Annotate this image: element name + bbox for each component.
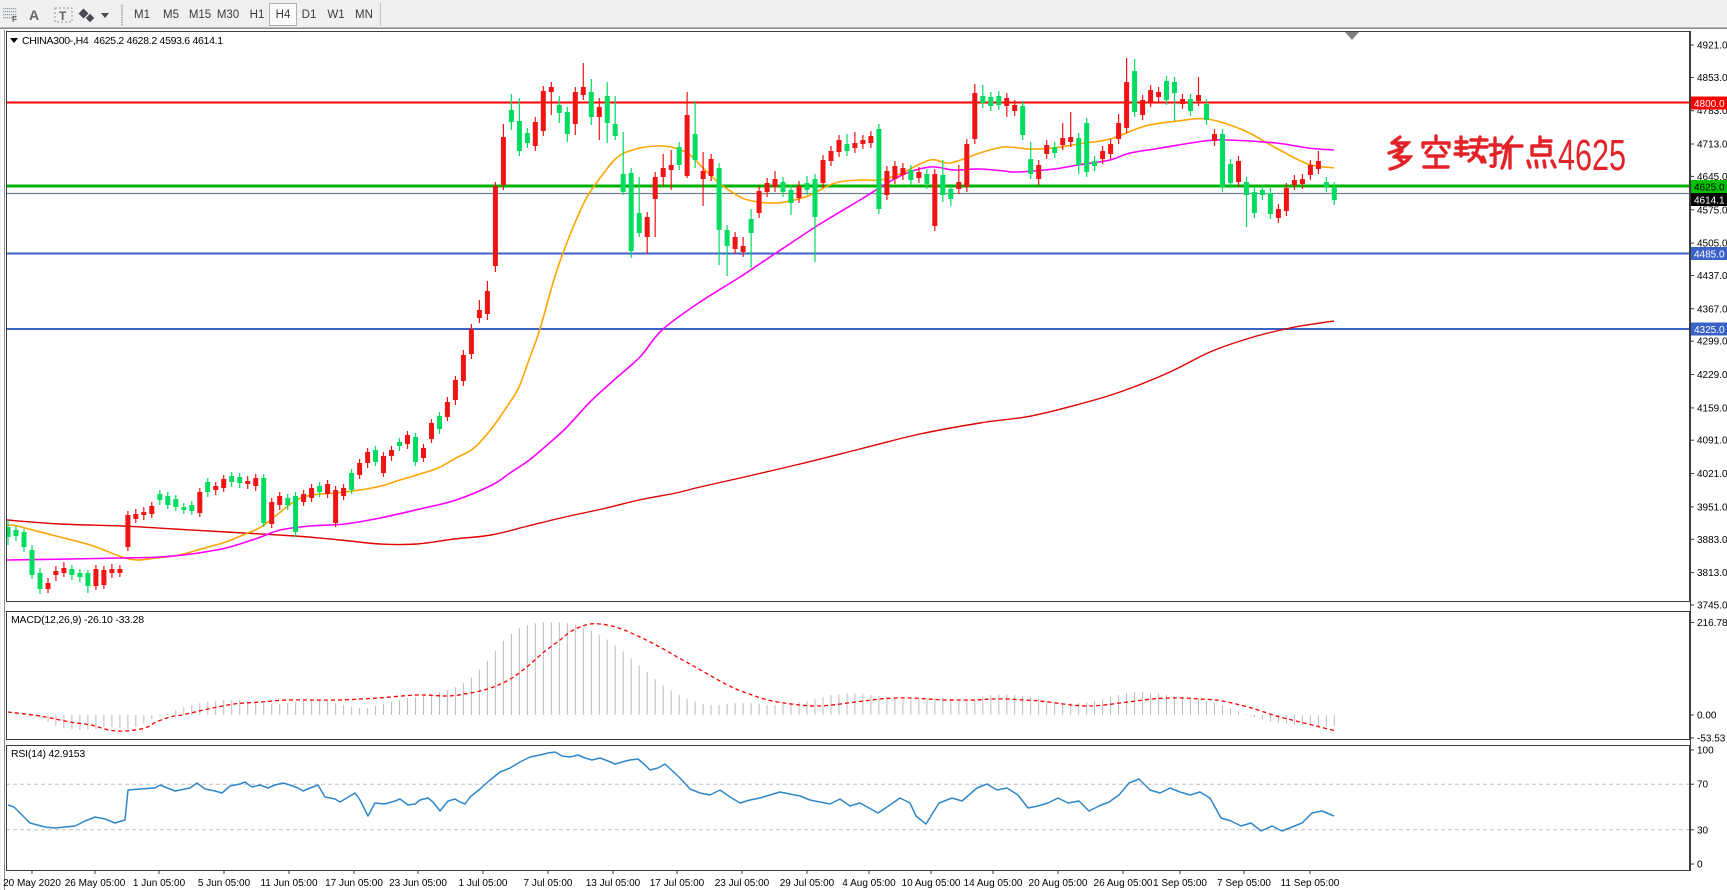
svg-text:4229.0: 4229.0 (1697, 370, 1727, 381)
svg-text:1 Jul 05:00: 1 Jul 05:00 (459, 878, 508, 889)
svg-text:4299.0: 4299.0 (1697, 337, 1727, 348)
svg-text:M30: M30 (217, 9, 239, 21)
svg-text:4614.1: 4614.1 (1694, 196, 1725, 207)
svg-text:30: 30 (1697, 825, 1709, 836)
svg-text:4 Aug 05:00: 4 Aug 05:00 (842, 878, 896, 889)
svg-text:4853.0: 4853.0 (1697, 73, 1727, 84)
svg-text:T: T (59, 9, 67, 23)
svg-text:5 Jun 05:00: 5 Jun 05:00 (198, 878, 251, 889)
svg-text:M15: M15 (189, 9, 211, 21)
svg-text:17 Jul 05:00: 17 Jul 05:00 (650, 878, 705, 889)
svg-text:M5: M5 (163, 9, 179, 21)
svg-text:4367.0: 4367.0 (1697, 304, 1727, 315)
svg-text:F: F (12, 15, 17, 24)
svg-text:13 Jul 05:00: 13 Jul 05:00 (586, 878, 641, 889)
svg-text:70: 70 (1697, 780, 1709, 791)
svg-text:4713.0: 4713.0 (1697, 140, 1727, 151)
svg-text:D1: D1 (302, 9, 317, 21)
svg-text:0.00: 0.00 (1697, 711, 1717, 722)
svg-text:4800.0: 4800.0 (1694, 99, 1725, 110)
svg-text:4783.0: 4783.0 (1697, 106, 1727, 117)
svg-text:0: 0 (1697, 860, 1703, 871)
svg-text:216.78: 216.78 (1697, 618, 1727, 629)
svg-text:4159.0: 4159.0 (1697, 403, 1727, 414)
svg-text:4625: 4625 (1558, 131, 1626, 180)
svg-text:H4: H4 (276, 9, 291, 21)
svg-text:4625.0: 4625.0 (1694, 183, 1725, 194)
svg-text:H1: H1 (250, 9, 265, 21)
svg-text:-53.53: -53.53 (1697, 733, 1726, 744)
svg-text:1 Jun 05:00: 1 Jun 05:00 (133, 878, 186, 889)
svg-text:3813.0: 3813.0 (1697, 568, 1727, 579)
svg-text:1 Sep 05:00: 1 Sep 05:00 (1153, 878, 1207, 889)
svg-text:4921.0: 4921.0 (1697, 41, 1727, 52)
svg-text:4485.0: 4485.0 (1694, 250, 1725, 261)
svg-text:A: A (29, 7, 39, 23)
svg-text:14 Aug 05:00: 14 Aug 05:00 (964, 878, 1023, 889)
svg-text:26 Aug 05:00: 26 Aug 05:00 (1094, 878, 1153, 889)
svg-text:29 Jul 05:00: 29 Jul 05:00 (780, 878, 835, 889)
svg-text:RSI(14) 42.9153: RSI(14) 42.9153 (11, 748, 85, 760)
svg-text:23 Jul 05:00: 23 Jul 05:00 (715, 878, 770, 889)
svg-text:3951.0: 3951.0 (1697, 502, 1727, 513)
svg-text:10 Aug 05:00: 10 Aug 05:00 (902, 878, 961, 889)
svg-text:11 Sep 05:00: 11 Sep 05:00 (1281, 878, 1340, 889)
svg-text:17 Jun 05:00: 17 Jun 05:00 (325, 878, 383, 889)
svg-text:4091.0: 4091.0 (1697, 436, 1727, 447)
svg-text:3883.0: 3883.0 (1697, 535, 1727, 546)
svg-text:3745.0: 3745.0 (1697, 601, 1727, 612)
svg-text:4505.0: 4505.0 (1697, 239, 1727, 250)
svg-text:4021.0: 4021.0 (1697, 469, 1727, 480)
svg-text:4437.0: 4437.0 (1697, 271, 1727, 282)
svg-text:100: 100 (1697, 746, 1714, 757)
svg-text:7 Sep 05:00: 7 Sep 05:00 (1217, 878, 1271, 889)
svg-text:11 Jun 05:00: 11 Jun 05:00 (260, 878, 318, 889)
svg-text:CHINA300-,H4 4625.2 4628.2 45: CHINA300-,H4 4625.2 4628.2 4593.6 4614.1 (22, 35, 223, 47)
svg-text:23 Jun 05:00: 23 Jun 05:00 (389, 878, 447, 889)
svg-text:MACD(12,26,9) -26.10 -33.28: MACD(12,26,9) -26.10 -33.28 (11, 614, 144, 626)
svg-text:7 Jul 05:00: 7 Jul 05:00 (524, 878, 573, 889)
svg-text:20 Aug 05:00: 20 Aug 05:00 (1029, 878, 1088, 889)
svg-text:M1: M1 (134, 9, 150, 21)
svg-text:4645.0: 4645.0 (1697, 172, 1727, 183)
svg-text:26 May 05:00: 26 May 05:00 (65, 878, 126, 889)
svg-text:W1: W1 (327, 9, 344, 21)
svg-text:4325.0: 4325.0 (1694, 325, 1725, 336)
svg-text:20 May 2020: 20 May 2020 (3, 878, 61, 889)
svg-text:4575.0: 4575.0 (1697, 205, 1727, 216)
svg-text:MN: MN (355, 9, 373, 21)
